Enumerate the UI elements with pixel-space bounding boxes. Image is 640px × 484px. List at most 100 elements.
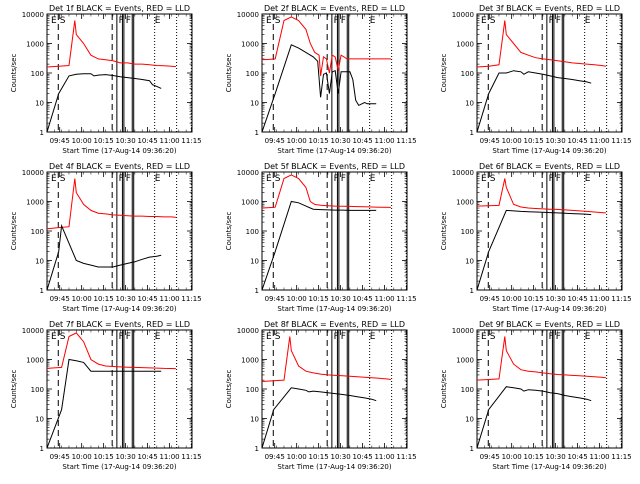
y-tick-label: 1000: [456, 41, 474, 49]
marker-letter: E: [155, 16, 161, 26]
plot-frame: [261, 13, 408, 133]
x-tick-label: 10:00: [72, 453, 92, 461]
x-tick-label: 09:45: [50, 137, 70, 145]
x-tick-label: 11:00: [159, 453, 179, 461]
panel-plot-area: [47, 330, 192, 448]
x-tick-label: 11:15: [611, 137, 631, 145]
y-tick-label: 10: [250, 258, 259, 266]
y-tick-label: 100: [461, 70, 474, 78]
y-tick-label: 1000: [241, 357, 259, 365]
x-tick-label: 11:15: [396, 453, 416, 461]
panel-7: Det 7f BLACK = Events, RED = LLD 1 10 100 10…: [10, 320, 202, 471]
x-tick-label: 09:45: [50, 295, 70, 303]
x-tick-label: 09:45: [480, 295, 500, 303]
marker-letter: F: [556, 16, 561, 26]
y-tick-label: 1: [470, 287, 474, 295]
x-axis-label: Start Time (17-Aug-14 09:36:20): [277, 147, 391, 155]
x-tick-label: 10:45: [137, 453, 157, 461]
events-series-line: [477, 386, 592, 448]
x-tick-label: 10:15: [309, 295, 329, 303]
lld-series-line: [47, 20, 176, 68]
lld-series-line: [262, 16, 391, 76]
y-axis-label: Counts/sec: [225, 370, 233, 409]
x-tick-label: 11:15: [181, 295, 201, 303]
marker-letter: E: [585, 174, 591, 184]
panel-plot-area: [47, 14, 192, 132]
x-tick-label: 10:30: [331, 295, 351, 303]
marker-letter: E: [51, 332, 57, 342]
marker-letter: F: [341, 332, 346, 342]
panel-8: Det 8f BLACK = Events, RED = LLD 1 10 100 10…: [225, 320, 417, 471]
marker-letter: E: [481, 16, 487, 26]
panel-title: Det 8f BLACK = Events, RED = LLD: [264, 320, 405, 329]
marker-letter: F: [119, 16, 124, 26]
marker-letter: F: [126, 16, 131, 26]
marker-letter: S: [490, 16, 496, 26]
events-series-line: [262, 44, 377, 132]
plot-frame: [261, 171, 408, 291]
x-tick-label: 10:30: [331, 137, 351, 145]
panel-title: Det 9f BLACK = Events, RED = LLD: [479, 320, 620, 329]
x-tick-label: 09:45: [480, 453, 500, 461]
y-tick-label: 10000: [22, 327, 44, 335]
x-axis-label: Start Time (17-Aug-14 09:36:20): [62, 147, 176, 155]
x-axis-label: Start Time (17-Aug-14 09:36:20): [492, 147, 606, 155]
panel-title: Det 4f BLACK = Events, RED = LLD: [49, 162, 190, 171]
x-tick-label: 10:15: [94, 453, 114, 461]
y-axis-label: Counts/sec: [225, 54, 233, 93]
y-tick-label: 10: [250, 100, 259, 108]
marker-letter: S: [490, 332, 496, 342]
marker-letter: E: [266, 174, 272, 184]
x-tick-label: 09:45: [265, 295, 285, 303]
y-axis-label: Counts/sec: [225, 212, 233, 251]
events-series-line: [477, 209, 592, 290]
x-tick-label: 11:00: [159, 137, 179, 145]
marker-letter: S: [60, 16, 66, 26]
x-tick-label: 10:00: [502, 137, 522, 145]
x-tick-label: 11:00: [589, 137, 609, 145]
plot-frame: [46, 171, 193, 291]
x-tick-label: 09:45: [265, 137, 285, 145]
x-tick-label: 11:15: [611, 295, 631, 303]
panel-title: Det 5f BLACK = Events, RED = LLD: [264, 162, 405, 171]
x-tick-label: 10:45: [567, 295, 587, 303]
panel-title: Det 2f BLACK = Events, RED = LLD: [264, 4, 405, 13]
plot-frame: [46, 329, 193, 449]
x-tick-label: 10:45: [567, 137, 587, 145]
y-axis-label: Counts/sec: [440, 54, 448, 93]
x-axis-label: Start Time (17-Aug-14 09:36:20): [492, 305, 606, 313]
y-axis-label: Counts/sec: [10, 370, 18, 409]
y-tick-label: 1000: [456, 199, 474, 207]
panel-plot-area: [477, 172, 622, 290]
y-tick-label: 1000: [26, 199, 44, 207]
marker-letter: E: [481, 174, 487, 184]
marker-letter: E: [585, 332, 591, 342]
y-tick-label: 1000: [26, 357, 44, 365]
plot-frame: [261, 329, 408, 449]
y-tick-label: 1: [40, 445, 44, 453]
y-tick-label: 1000: [241, 41, 259, 49]
x-tick-label: 11:15: [181, 453, 201, 461]
marker-letter: E: [585, 16, 591, 26]
x-tick-label: 10:00: [287, 295, 307, 303]
x-tick-label: 10:45: [352, 295, 372, 303]
marker-letter: E: [51, 16, 57, 26]
y-tick-label: 10: [465, 416, 474, 424]
x-tick-label: 10:45: [352, 137, 372, 145]
x-tick-label: 10:15: [309, 453, 329, 461]
x-tick-label: 10:45: [352, 453, 372, 461]
marker-letter: F: [556, 174, 561, 184]
marker-letter: F: [556, 332, 561, 342]
x-tick-label: 10:00: [287, 137, 307, 145]
marker-letter: F: [341, 16, 346, 26]
events-series-line: [47, 358, 162, 448]
panel-title: Det 3f BLACK = Events, RED = LLD: [479, 4, 620, 13]
y-axis-label: Counts/sec: [440, 212, 448, 251]
plot-frame: [46, 13, 193, 133]
lld-series-line: [47, 178, 176, 230]
marker-letter: E: [266, 16, 272, 26]
x-tick-label: 10:00: [287, 453, 307, 461]
panel-6: Det 6f BLACK = Events, RED = LLD 1 10 100 10…: [440, 162, 632, 313]
panel-title: Det 6f BLACK = Events, RED = LLD: [479, 162, 620, 171]
